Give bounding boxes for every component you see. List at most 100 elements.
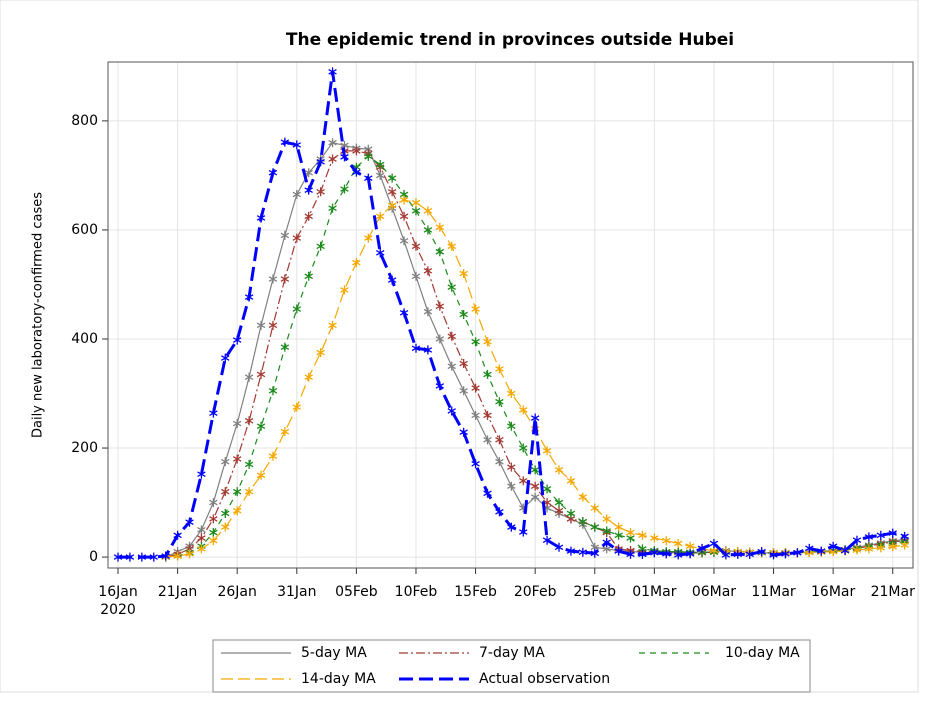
- marker: [519, 443, 528, 453]
- marker: [471, 410, 480, 420]
- x-tick-label: 16Jan: [98, 584, 137, 600]
- marker: [244, 459, 254, 469]
- marker: [387, 200, 397, 210]
- marker: [495, 397, 504, 407]
- marker: [590, 503, 599, 513]
- marker: [221, 457, 230, 467]
- x-year-label: 2020: [100, 602, 136, 618]
- marker: [554, 506, 564, 516]
- marker: [447, 282, 456, 292]
- marker: [483, 410, 492, 420]
- marker: [864, 544, 874, 554]
- marker: [459, 427, 468, 437]
- marker: [459, 269, 468, 279]
- marker: [673, 550, 683, 560]
- marker: [757, 547, 766, 557]
- marker: [149, 552, 158, 562]
- marker: [793, 548, 802, 558]
- marker: [244, 487, 254, 497]
- marker: [256, 369, 266, 379]
- marker: [209, 514, 218, 524]
- marker: [495, 507, 504, 517]
- y-tick-label: 400: [71, 331, 98, 347]
- marker: [745, 549, 754, 559]
- marker: [471, 459, 480, 469]
- marker: [602, 514, 611, 524]
- marker: [423, 225, 433, 235]
- y-tick-label: 0: [89, 549, 98, 565]
- marker: [435, 247, 445, 257]
- marker: [304, 211, 313, 221]
- marker: [411, 198, 421, 208]
- marker: [709, 538, 719, 548]
- marker: [840, 546, 850, 556]
- marker: [626, 549, 635, 559]
- marker: [638, 549, 647, 559]
- marker: [519, 527, 528, 537]
- marker: [268, 168, 278, 178]
- marker: [268, 386, 278, 396]
- marker: [268, 451, 278, 461]
- marker: [435, 334, 445, 344]
- y-tick-label: 800: [71, 113, 98, 129]
- series: [113, 67, 909, 562]
- marker: [530, 481, 540, 491]
- marker: [209, 536, 218, 546]
- marker: [650, 548, 659, 558]
- legend-label: Actual observation: [479, 671, 610, 687]
- marker: [232, 506, 242, 516]
- marker: [530, 465, 540, 475]
- marker: [364, 233, 373, 243]
- marker: [662, 549, 671, 559]
- marker: [411, 241, 421, 251]
- marker: [864, 532, 874, 542]
- marker: [221, 522, 230, 532]
- marker: [483, 488, 492, 498]
- marker: [852, 535, 862, 545]
- marker: [519, 476, 528, 486]
- marker: [650, 533, 659, 543]
- marker: [399, 308, 409, 318]
- marker: [209, 408, 218, 418]
- marker: [578, 492, 588, 502]
- marker: [483, 435, 492, 445]
- marker: [423, 206, 433, 216]
- marker: [530, 492, 540, 502]
- marker: [173, 551, 182, 561]
- marker: [447, 406, 456, 416]
- marker: [554, 465, 564, 475]
- y-tick-label: 600: [71, 222, 98, 238]
- marker: [435, 381, 445, 391]
- marker: [256, 421, 266, 431]
- marker: [328, 138, 337, 148]
- marker: [161, 551, 170, 561]
- marker: [304, 185, 313, 195]
- marker: [805, 543, 814, 553]
- marker: [173, 530, 182, 540]
- marker: [185, 517, 194, 527]
- marker: [447, 241, 456, 251]
- marker: [376, 160, 385, 170]
- marker: [900, 531, 909, 541]
- marker: [554, 542, 564, 552]
- marker: [459, 386, 468, 396]
- marker: [507, 389, 516, 399]
- marker: [376, 170, 385, 180]
- marker: [292, 304, 302, 314]
- marker: [507, 462, 516, 472]
- x-tick-label: 11Mar: [751, 584, 795, 600]
- marker: [221, 487, 230, 497]
- marker: [197, 469, 206, 479]
- marker: [602, 537, 611, 547]
- marker: [590, 522, 599, 532]
- marker: [328, 67, 337, 77]
- marker: [888, 528, 897, 538]
- marker: [471, 337, 480, 347]
- marker: [244, 416, 254, 426]
- marker: [483, 369, 492, 379]
- marker: [495, 364, 504, 374]
- marker: [697, 543, 707, 553]
- marker: [137, 552, 147, 562]
- marker: [256, 470, 266, 480]
